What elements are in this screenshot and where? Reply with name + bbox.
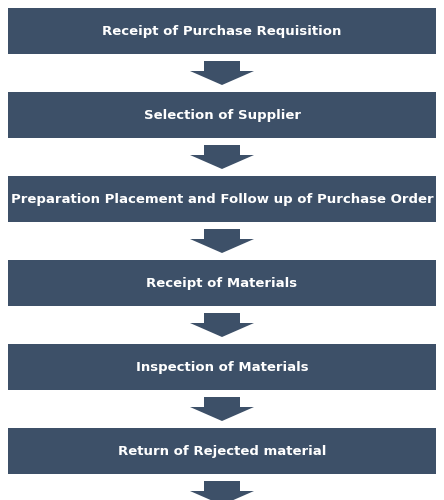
Text: Selection of Supplier: Selection of Supplier — [143, 108, 301, 122]
Polygon shape — [190, 61, 254, 85]
Bar — [8, 8, 436, 54]
Text: Return of Rejected material: Return of Rejected material — [118, 444, 326, 458]
Polygon shape — [190, 313, 254, 337]
Polygon shape — [190, 481, 254, 500]
Text: Receipt of Materials: Receipt of Materials — [147, 276, 297, 289]
Text: Preparation Placement and Follow up of Purchase Order: Preparation Placement and Follow up of P… — [11, 192, 433, 205]
Polygon shape — [190, 229, 254, 253]
Bar — [8, 344, 436, 390]
Bar — [8, 92, 436, 138]
Polygon shape — [190, 145, 254, 169]
Text: Inspection of Materials: Inspection of Materials — [136, 360, 308, 374]
Bar — [8, 428, 436, 474]
Text: Receipt of Purchase Requisition: Receipt of Purchase Requisition — [102, 24, 342, 38]
Polygon shape — [190, 397, 254, 421]
Bar — [8, 260, 436, 306]
Bar — [8, 176, 436, 222]
